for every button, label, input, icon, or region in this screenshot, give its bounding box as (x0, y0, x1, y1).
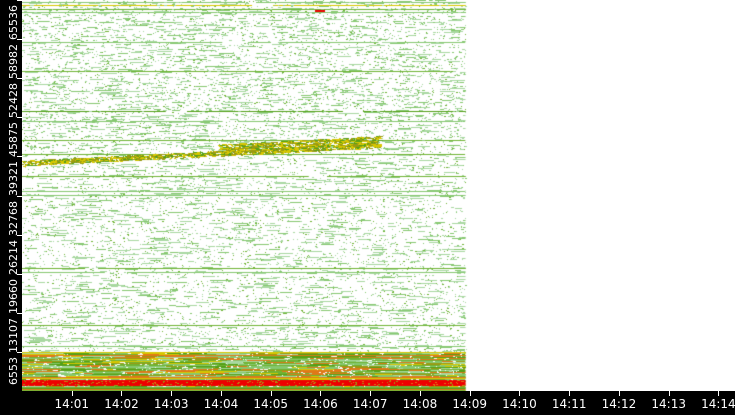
y-axis-tick-label: 26214 (7, 239, 20, 275)
x-axis-tick-label: 14:07 (352, 397, 388, 411)
x-axis-tick-label: 14:13 (651, 397, 686, 411)
x-axis-tick-label: 14:11 (551, 397, 587, 411)
y-axis-tick-mark (17, 78, 22, 80)
y-axis-tick-label: 19660 (7, 278, 20, 314)
x-axis-tick-label: 14:06 (303, 397, 338, 411)
y-axis-tick-label: 45875 (7, 122, 20, 158)
y-axis-tick-mark (17, 0, 22, 1)
x-axis-tick-mark (519, 391, 521, 396)
x-axis-tick-mark (419, 391, 421, 396)
y-axis-tick-mark (17, 312, 22, 314)
x-axis-tick-mark (71, 391, 73, 396)
y-axis-tick-mark (17, 234, 22, 236)
y-axis-tick-mark (17, 117, 22, 119)
axis-corner (0, 391, 22, 415)
x-axis-tick-label: 14:02 (104, 397, 139, 411)
plot-data-area (22, 0, 735, 391)
y-axis-tick-mark (17, 195, 22, 197)
x-axis-tick-label: 14:01 (54, 397, 90, 411)
y-axis-tick-label: 58982 (7, 44, 20, 80)
y-axis-tick-label: 52428 (7, 83, 20, 119)
y-axis-tick-mark (17, 273, 22, 275)
x-axis-tick-label: 14:08 (402, 397, 438, 411)
y-axis-tick-mark (17, 39, 22, 41)
x-axis-tick-mark (618, 391, 620, 396)
x-axis-tick-mark (569, 391, 571, 396)
y-axis-tick-label: 65536 (7, 5, 20, 40)
y-axis-tick-mark (17, 156, 22, 158)
x-axis-tick-label: 14:14 (701, 397, 735, 411)
x-axis-tick-label: 14:04 (203, 397, 239, 411)
y-axis-tick-label: 32768 (7, 200, 20, 236)
y-axis-tick-label: 39321 (7, 161, 20, 197)
x-axis-tick-label: 14:10 (502, 397, 537, 411)
x-axis-tick-label: 14:03 (153, 397, 189, 411)
y-axis-tick-label: 6553 (7, 356, 20, 385)
x-axis-tick-mark (220, 391, 222, 396)
x-axis-tick-mark (171, 391, 173, 396)
x-axis-tick-mark (270, 391, 272, 396)
x-axis-tick-label: 14:05 (253, 397, 289, 411)
x-axis-tick-mark (121, 391, 123, 396)
x-axis-tick-mark (668, 391, 670, 396)
x-axis-tick-mark (370, 391, 372, 396)
y-axis: 0655313107196602621432768393214587552428… (0, 0, 22, 391)
y-axis-tick-mark (17, 351, 22, 353)
scatter-canvas (22, 0, 735, 391)
x-axis-tick-label: 14:09 (452, 397, 487, 411)
x-axis: 14:01 14:02 14:03 14:04 14:05 14:06 14:07 14:08… (0, 391, 735, 415)
x-axis-tick-label: 14:12 (601, 397, 637, 411)
y-axis-tick-label: 13107 (7, 317, 20, 353)
x-axis-tick-mark (320, 391, 322, 396)
x-axis-tick-mark (718, 391, 720, 396)
x-axis-tick-mark (469, 391, 471, 396)
